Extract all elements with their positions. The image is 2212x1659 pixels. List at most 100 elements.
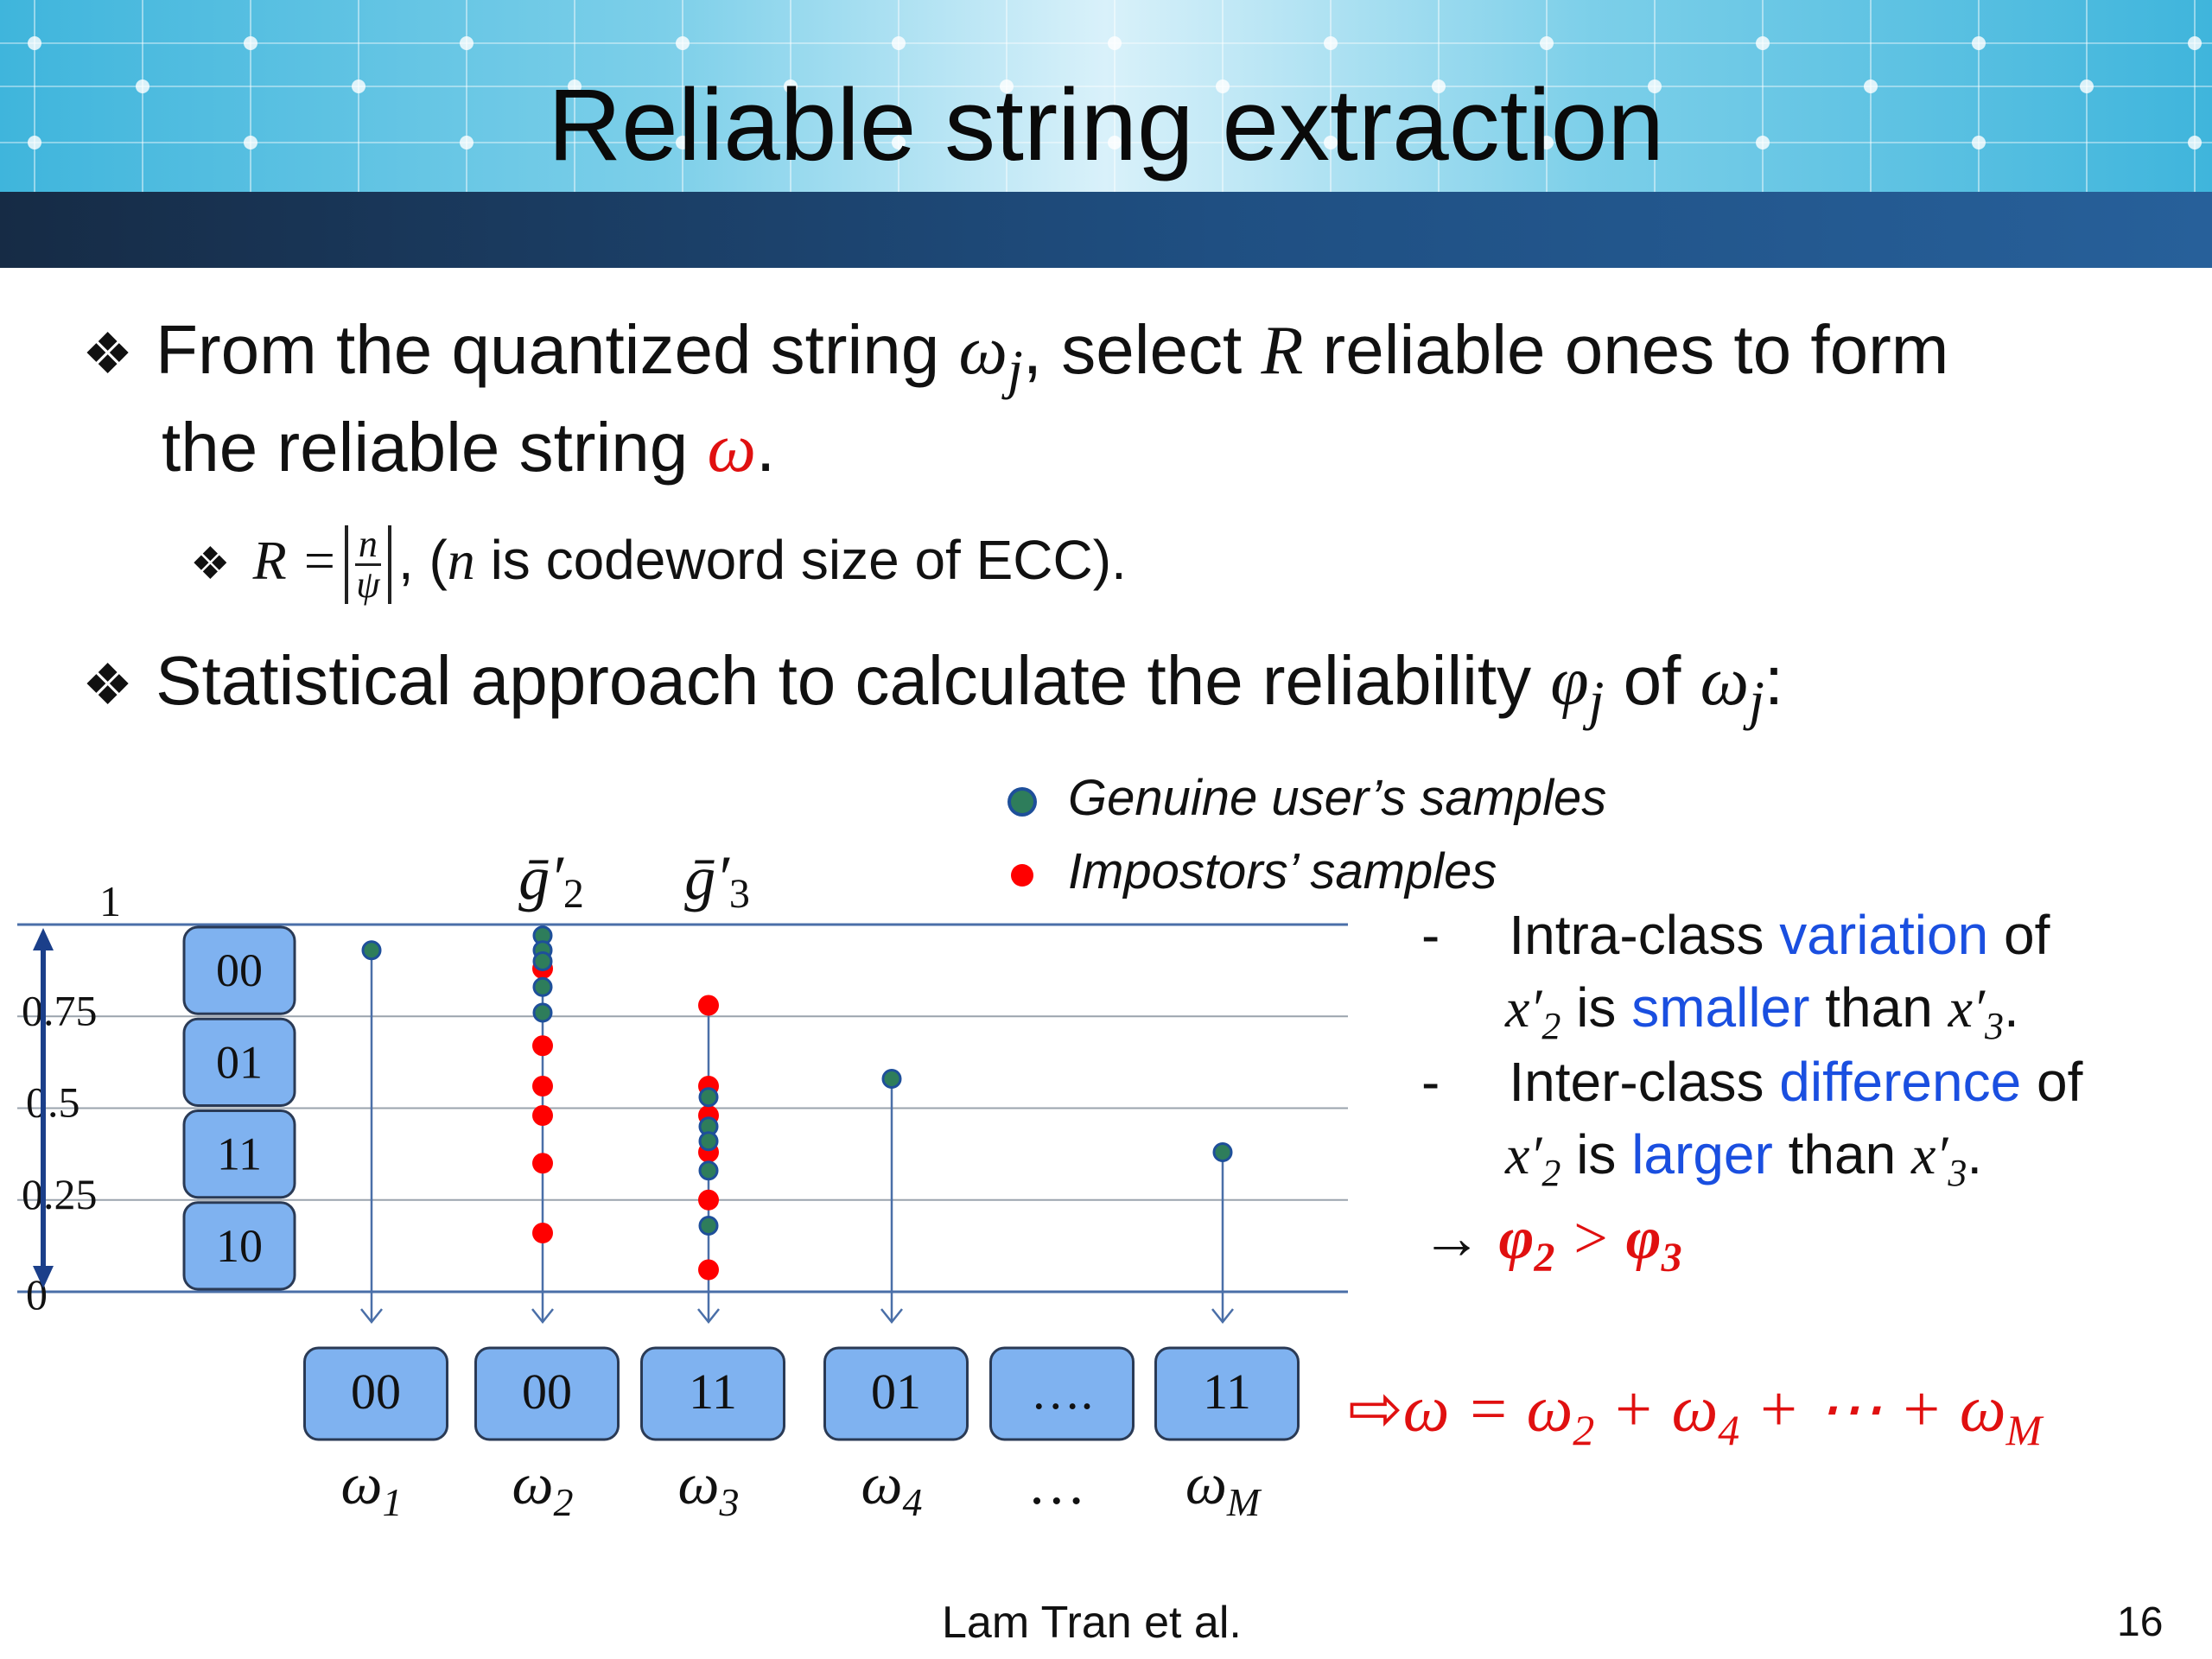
omega-base: ω: [340, 1451, 382, 1516]
circuit-node: [1972, 36, 1986, 50]
circuit-node: [1540, 36, 1554, 50]
output-code-label: 01: [871, 1363, 921, 1420]
circuit-node: [244, 36, 257, 50]
omega-subscript: 4: [903, 1480, 923, 1524]
output-code-label: 11: [1203, 1363, 1251, 1420]
footer-author: Lam Tran et al.: [942, 1598, 1242, 1648]
circuit-node: [892, 136, 906, 149]
bullet-2-mid: of: [1604, 642, 1700, 719]
legend-genuine: Genuine user’s samples: [1011, 769, 1606, 827]
note-4-c: than: [1772, 1123, 1911, 1185]
circuit-node: [1000, 79, 1014, 93]
interval-code-label: 00: [216, 944, 263, 996]
page-number: 16: [2117, 1599, 2164, 1645]
output-code-box: [303, 1346, 448, 1441]
genuine-point: [698, 1131, 719, 1152]
circuit-node: [2080, 79, 2094, 93]
circuit-node: [1324, 136, 1338, 149]
circuit-node: [1432, 79, 1446, 93]
bullet-1-line-2: the reliable string ω.: [162, 404, 775, 492]
omega-base: ω: [861, 1451, 902, 1516]
genuine-point: [1212, 1142, 1233, 1162]
bullet-2-omega-sub: j: [1749, 670, 1764, 731]
output-code-box: [989, 1346, 1135, 1441]
note-2-d: .: [2003, 976, 2019, 1039]
omega-label: ω2: [512, 1451, 573, 1524]
interval-code-box: [182, 1109, 296, 1199]
result-mid-1: + ω: [1594, 1373, 1719, 1446]
projection-arrow-icon: [1211, 1308, 1234, 1325]
fraction-denominator: ψ: [356, 563, 380, 606]
circuit-node: [1756, 136, 1770, 149]
conclusion-rhs-sub: 3: [1661, 1235, 1682, 1281]
bullet-diamond-icon: ❖: [82, 652, 134, 716]
impostor-point: [532, 1153, 553, 1174]
omega-label: …: [1032, 1451, 1084, 1516]
note-2: x′2 is smaller than x′3.: [1505, 971, 2019, 1063]
column-header-subscript: 2: [563, 871, 584, 917]
omega-label: ω3: [677, 1451, 739, 1524]
conclusion: → φ2 > φ3: [1421, 1201, 1682, 1294]
tick-label: 0.5: [26, 1078, 80, 1127]
omega-base: ω: [1185, 1451, 1227, 1516]
bullet-1-line2-omega: ω: [707, 410, 756, 486]
circuit-node: [460, 36, 474, 50]
conclusion-lhs-sub: 2: [1534, 1235, 1555, 1281]
impostor-point: [532, 1223, 553, 1243]
output-code-box: [474, 1346, 620, 1441]
bullet-diamond-icon: ❖: [82, 321, 134, 385]
sub-bullet-lhs: R =: [252, 530, 338, 591]
conclusion-rhs: φ: [1625, 1205, 1662, 1272]
interval-code-label: 10: [216, 1220, 263, 1272]
legend-impostor: Impostors’ samples: [1011, 842, 1497, 900]
impostor-point: [532, 1035, 553, 1057]
bullet-1-omega-sub: j: [1007, 339, 1023, 400]
circuit-node: [1216, 79, 1230, 93]
note-2-b: smaller: [1631, 976, 1810, 1039]
note-4-x2: x′: [1910, 1124, 1948, 1185]
circuit-node: [2188, 36, 2202, 50]
column-header: ḡ′3: [684, 843, 750, 917]
output-code-label: 11: [689, 1363, 737, 1420]
omega-base: ω: [512, 1451, 553, 1516]
note-4-a: is: [1560, 1123, 1632, 1185]
header-band: [0, 192, 2212, 268]
note-2-a: is: [1560, 976, 1632, 1039]
genuine-point: [532, 1002, 553, 1023]
conclusion-arrow-icon: →: [1421, 1204, 1482, 1271]
bullet-1-post: reliable ones to form: [1303, 311, 1949, 388]
range-arrow-head-down-icon: [33, 1266, 54, 1288]
interval-code-box: [182, 1017, 296, 1107]
output-code-label: 00: [351, 1363, 401, 1420]
result-arrow-icon: ⇨: [1348, 1372, 1403, 1446]
note-1-c: of: [1988, 904, 2050, 966]
bullet-2-post: :: [1764, 642, 1784, 719]
tick-label: 1: [99, 877, 121, 925]
legend-impostor-label: Impostors’ samples: [1068, 843, 1497, 899]
output-code-box: [823, 1346, 969, 1441]
sub-bullet-post-pre: , (: [397, 529, 448, 591]
circuit-node: [892, 36, 906, 50]
circuit-node: [676, 136, 690, 149]
column-header: ḡ′2: [518, 843, 584, 917]
slide-title: Reliable string extraction: [547, 68, 1665, 182]
note-4-d: .: [1967, 1123, 1983, 1185]
output-code-box: [1154, 1346, 1300, 1441]
note-4-x-sub: 2: [1541, 1151, 1561, 1194]
note-4: x′2 is larger than x′3.: [1505, 1118, 1982, 1210]
note-1: - Intra-class variation of: [1421, 899, 2050, 971]
column-header-base: ḡ′: [518, 843, 564, 912]
circuit-pattern: [0, 0, 2212, 194]
result-sub-1: 2: [1573, 1406, 1595, 1455]
conclusion-op: >: [1554, 1205, 1626, 1272]
note-3-b: difference: [1779, 1051, 2022, 1113]
circuit-node: [28, 136, 41, 149]
circuit-node: [1756, 36, 1770, 50]
bullet-2-omega: ω: [1700, 644, 1750, 720]
interval-code-label: 11: [217, 1128, 262, 1180]
note-4-x: x′: [1505, 1124, 1542, 1185]
interval-code-box: [182, 1201, 296, 1291]
impostor-point: [698, 1189, 719, 1211]
impostor-dot-icon: [1011, 863, 1033, 887]
note-1-b: variation: [1779, 904, 1989, 966]
